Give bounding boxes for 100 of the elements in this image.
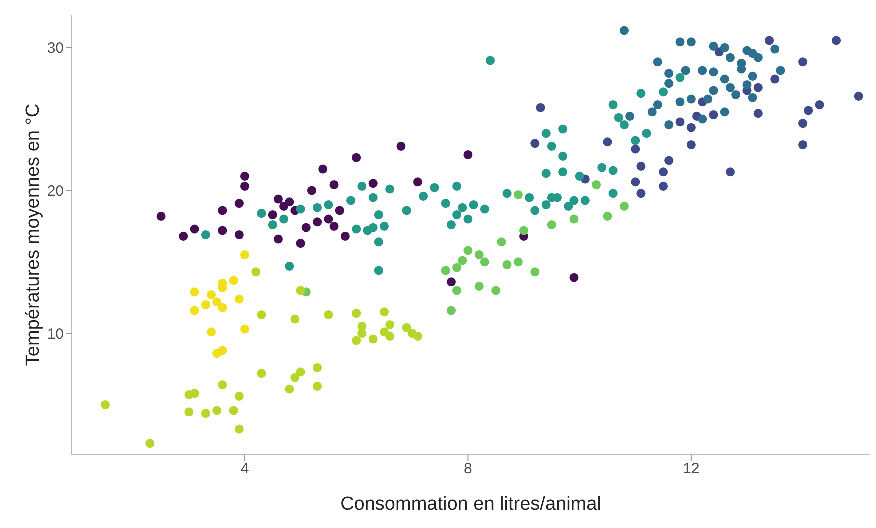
point: [452, 210, 462, 220]
point: [396, 142, 406, 151]
point: [386, 332, 395, 341]
point: [754, 109, 763, 118]
point: [676, 73, 685, 82]
point: [754, 83, 763, 92]
point: [413, 178, 422, 187]
point: [201, 300, 210, 310]
point: [452, 286, 462, 296]
point: [502, 260, 512, 270]
point: [441, 266, 450, 276]
point: [798, 119, 808, 128]
point: [280, 214, 289, 224]
point: [446, 220, 456, 230]
point: [681, 66, 690, 76]
point: [324, 310, 334, 320]
point: [446, 278, 456, 287]
point: [530, 206, 540, 216]
point: [402, 206, 412, 216]
point: [380, 308, 390, 317]
point: [676, 38, 685, 47]
point: [229, 276, 238, 286]
point: [547, 220, 556, 230]
point: [464, 246, 473, 256]
point: [832, 36, 842, 46]
point: [642, 129, 652, 138]
x-tick-label: 8: [464, 460, 472, 478]
point: [464, 150, 473, 160]
point: [313, 363, 322, 372]
point: [664, 120, 674, 130]
point: [368, 223, 378, 232]
point: [608, 166, 618, 176]
point: [218, 303, 228, 312]
point: [100, 400, 110, 410]
y-tick-label: 30: [47, 40, 64, 58]
point: [346, 196, 356, 206]
point: [558, 124, 568, 134]
point: [636, 162, 646, 171]
point: [603, 138, 612, 147]
point: [525, 193, 534, 202]
point: [218, 226, 228, 236]
point: [352, 309, 362, 318]
point: [419, 192, 428, 201]
y-tick-label: 10: [47, 326, 64, 343]
point: [240, 182, 250, 191]
point: [754, 53, 763, 62]
point: [608, 100, 618, 110]
point: [358, 182, 367, 191]
point: [386, 320, 395, 330]
point: [514, 190, 523, 200]
point: [726, 168, 736, 177]
point: [190, 306, 200, 316]
point: [285, 198, 294, 207]
point: [441, 199, 450, 208]
point: [234, 392, 244, 401]
point: [854, 92, 864, 101]
point: [212, 406, 222, 416]
point: [190, 288, 200, 297]
point: [659, 88, 668, 97]
point: [592, 180, 602, 190]
point: [547, 142, 556, 151]
point: [770, 44, 780, 54]
point: [313, 203, 322, 212]
point: [542, 129, 551, 138]
point: [520, 226, 529, 236]
point: [726, 53, 736, 62]
point: [268, 210, 278, 220]
point: [313, 218, 322, 227]
point: [492, 286, 501, 296]
point: [212, 298, 222, 307]
point: [368, 179, 378, 188]
point: [234, 199, 244, 208]
point: [620, 202, 629, 211]
point: [218, 346, 228, 356]
point: [709, 68, 718, 77]
point: [452, 182, 462, 191]
point: [776, 66, 786, 76]
point: [676, 118, 685, 127]
point: [335, 206, 344, 216]
point: [664, 156, 674, 166]
point: [480, 258, 490, 267]
point: [720, 74, 730, 84]
x-axis-title: Consommation en litres/animal: [340, 494, 602, 515]
point: [257, 369, 266, 378]
point: [190, 224, 200, 234]
point: [686, 140, 696, 150]
point: [502, 189, 512, 198]
point: [296, 204, 306, 214]
point: [614, 113, 624, 122]
point: [229, 406, 238, 416]
point: [179, 232, 188, 241]
point: [542, 200, 551, 210]
point: [268, 220, 278, 230]
point: [570, 273, 579, 282]
point: [804, 106, 814, 116]
point: [324, 200, 334, 210]
point: [240, 250, 250, 260]
point: [464, 214, 473, 224]
point: [340, 232, 350, 241]
point: [240, 172, 250, 181]
